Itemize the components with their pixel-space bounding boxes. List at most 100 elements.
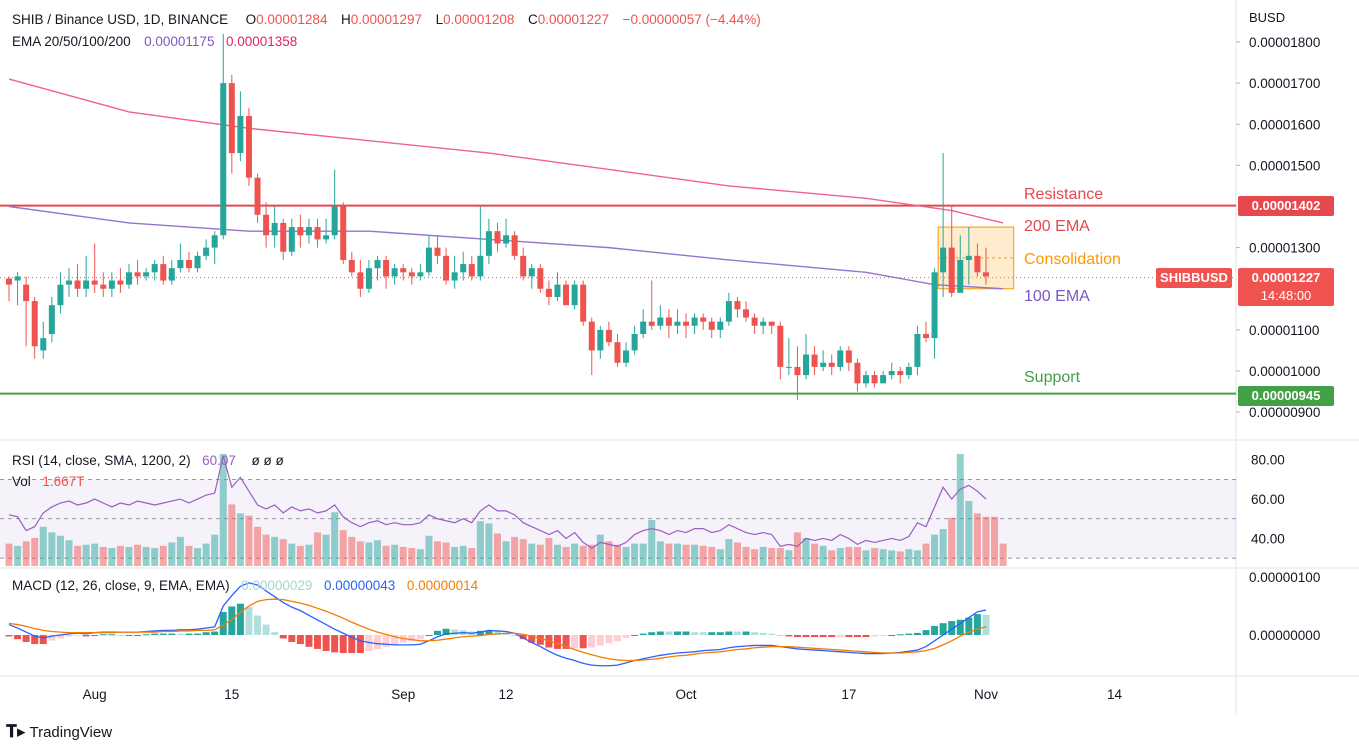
- volume-bar: [913, 550, 921, 566]
- rsi-extras: ø ø ø: [251, 453, 284, 468]
- candle-body: [400, 268, 407, 273]
- candle: [665, 309, 672, 339]
- macd-histogram-bar: [716, 632, 724, 635]
- volume-bar: [699, 545, 707, 566]
- volume-bar: [382, 545, 390, 566]
- macd-histogram-bar: [905, 633, 913, 635]
- candle-body: [563, 284, 570, 306]
- candle: [871, 371, 878, 388]
- ema-value-200: 0.00001358: [225, 34, 298, 49]
- ema200-line: [8, 78, 1004, 224]
- candle-body: [40, 338, 47, 351]
- macd-histogram-bar: [888, 635, 896, 636]
- rsi-legend[interactable]: RSI (14, close, SMA, 1200, 2) 60.07 ø ø …: [12, 452, 284, 470]
- candle: [468, 255, 475, 281]
- volume-bar: [991, 516, 999, 566]
- volume-bar: [374, 540, 382, 566]
- time-axis-label: Sep: [391, 687, 415, 702]
- candle: [683, 313, 690, 339]
- macd-histogram-bar: [528, 635, 536, 643]
- candle: [125, 264, 132, 289]
- volume-bar: [14, 545, 22, 566]
- time-axis-label: Nov: [974, 687, 998, 702]
- resistance-annotation[interactable]: Resistance: [1024, 186, 1104, 203]
- candle: [74, 264, 81, 297]
- macd-histogram-bar: [776, 635, 784, 636]
- volume-bar: [588, 544, 596, 566]
- rsi-value: 60.07: [202, 453, 236, 468]
- candle: [648, 280, 655, 330]
- candle-body: [905, 366, 912, 376]
- candle: [108, 272, 115, 297]
- macd-histogram-bar: [374, 635, 382, 649]
- high-label: H: [340, 12, 351, 27]
- candle: [794, 346, 801, 400]
- macd-histogram-bar: [442, 628, 450, 635]
- macd-histogram-bar: [596, 635, 604, 646]
- macd-histogram-bar: [22, 635, 30, 642]
- candle: [451, 255, 458, 289]
- candle: [828, 354, 835, 376]
- candle-body: [237, 116, 244, 154]
- ema200-annotation[interactable]: 200 EMA: [1024, 218, 1090, 235]
- candle-body: [640, 321, 647, 334]
- volume-legend[interactable]: Vol 1.667T: [12, 473, 84, 491]
- ema100-annotation[interactable]: 100 EMA: [1024, 288, 1090, 305]
- volume-value: 1.667T: [42, 474, 85, 489]
- macd-histogram-bar: [382, 635, 390, 647]
- macd-histogram-bar: [802, 635, 810, 638]
- consolidation-annotation[interactable]: Consolidation: [1024, 251, 1121, 268]
- candle: [331, 169, 338, 240]
- volume-bar: [965, 501, 973, 566]
- candle: [194, 251, 201, 273]
- candle: [554, 272, 561, 302]
- macd-histogram-bar: [451, 629, 459, 635]
- candle: [323, 218, 330, 244]
- volume-bar: [108, 548, 116, 566]
- macd-histogram-bar: [416, 635, 424, 640]
- volume-bar: [793, 532, 801, 566]
- candle: [631, 325, 638, 355]
- candle-body: [357, 272, 364, 289]
- macd-histogram-bar: [519, 635, 527, 640]
- volume-bar: [648, 520, 656, 566]
- ema-legend[interactable]: EMA 20/50/100/200 0.00001175 0.00001358: [12, 33, 297, 51]
- volume-label: Vol: [12, 474, 31, 489]
- candle-body: [623, 350, 630, 363]
- volume-bar: [142, 546, 150, 566]
- candle: [537, 264, 544, 293]
- tradingview-logo[interactable]: 𝐓▸ TradingView: [6, 722, 112, 742]
- candle: [657, 305, 664, 330]
- macd-histogram-bar: [116, 635, 124, 636]
- macd-histogram-bar: [871, 635, 879, 637]
- candle: [177, 243, 184, 273]
- candle-body: [545, 288, 552, 297]
- volume-bar: [553, 544, 561, 566]
- macd-histogram-bar: [913, 632, 921, 635]
- volume-bar: [314, 532, 322, 566]
- macd-histogram-bar: [579, 635, 587, 649]
- volume-bar: [956, 454, 964, 566]
- candle-body: [691, 317, 698, 326]
- candle-body: [254, 177, 261, 215]
- macd-legend[interactable]: MACD (12, 26, close, 9, EMA, EMA) 0.0000…: [12, 577, 478, 595]
- candle-body: [648, 321, 655, 326]
- volume-bar: [91, 543, 99, 566]
- candle: [563, 280, 570, 306]
- candle: [503, 218, 510, 248]
- candle-body: [211, 235, 218, 248]
- support-annotation[interactable]: Support: [1024, 369, 1081, 386]
- volume-bar: [159, 545, 167, 566]
- macd-histogram-bar: [502, 632, 510, 635]
- candle-body: [700, 317, 707, 322]
- price-tick-label: 0.00001000: [1249, 364, 1320, 379]
- volume-bar: [931, 534, 939, 566]
- rsi-tick-label: 60.00: [1251, 492, 1285, 507]
- close-value: 0.00001227: [537, 12, 610, 27]
- macd-histogram-bar: [5, 635, 13, 637]
- candle-body: [203, 247, 210, 256]
- symbol-title[interactable]: SHIB / Binance USD, 1D, BINANCE: [12, 12, 229, 27]
- candle-body: [451, 272, 458, 281]
- candle: [280, 218, 287, 260]
